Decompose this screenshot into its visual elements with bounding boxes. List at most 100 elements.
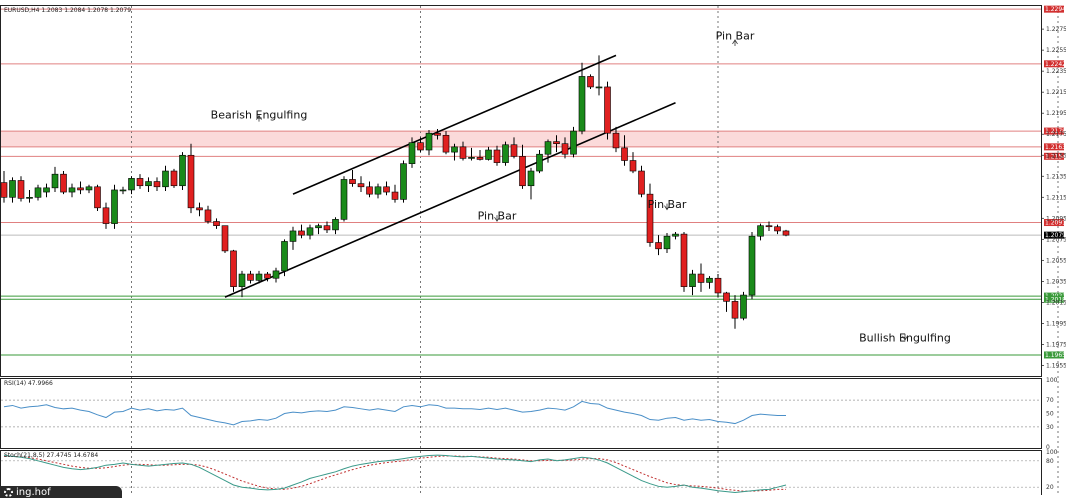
y-tick-label: 1.2255 bbox=[1046, 47, 1066, 54]
candle-body bbox=[672, 233, 679, 237]
bear-candle bbox=[136, 174, 144, 189]
bull-candle bbox=[9, 177, 16, 203]
candle-body bbox=[374, 186, 382, 195]
candle-body bbox=[162, 170, 169, 188]
candle-body bbox=[391, 191, 399, 200]
candle-body bbox=[425, 132, 433, 151]
candle-body bbox=[332, 219, 339, 231]
bear-candle bbox=[561, 137, 569, 159]
candles[interactable] bbox=[0, 55, 790, 329]
candle-body bbox=[510, 144, 518, 157]
bear-candle bbox=[714, 274, 722, 298]
price-tag-label: 1.1965 bbox=[1045, 352, 1066, 359]
candle-body bbox=[723, 292, 730, 302]
bear-candle bbox=[621, 135, 628, 166]
bear-candle bbox=[349, 169, 356, 187]
bear-candle bbox=[655, 235, 662, 256]
bear-candle bbox=[0, 171, 8, 203]
bear-candle bbox=[417, 137, 424, 153]
candle-body bbox=[9, 180, 16, 198]
candle-body bbox=[128, 178, 135, 191]
bull-candle bbox=[340, 176, 348, 222]
y-tick-label: 1.2095 bbox=[1046, 215, 1066, 222]
price-tag-label: 1.2154 bbox=[1045, 153, 1066, 160]
candle-body bbox=[204, 209, 212, 222]
bull-candle bbox=[128, 176, 135, 195]
candle-body bbox=[298, 230, 305, 236]
bear-candle bbox=[77, 181, 84, 195]
candle-body bbox=[102, 207, 110, 224]
price-tag bbox=[1044, 231, 1064, 239]
stoch-tick-label: 20 bbox=[1046, 484, 1054, 491]
trendline bbox=[292, 54, 617, 195]
candle-body bbox=[400, 163, 407, 200]
arrow-up-icon bbox=[256, 114, 262, 122]
candle-body bbox=[612, 132, 620, 149]
candle-body bbox=[85, 186, 93, 191]
arrow-down-icon bbox=[902, 333, 908, 341]
candle-body bbox=[383, 186, 390, 193]
candle-body bbox=[740, 294, 747, 319]
y-tick-label: 1.1975 bbox=[1046, 341, 1066, 348]
stoch-tick-label: 80 bbox=[1046, 458, 1054, 465]
bull-candle bbox=[289, 226, 297, 250]
candle-body bbox=[468, 157, 475, 159]
bear-candle bbox=[187, 143, 195, 214]
candle-body bbox=[502, 144, 509, 163]
candle-body bbox=[629, 160, 637, 172]
candle-body bbox=[459, 146, 467, 159]
y-tick-label: 1.1955 bbox=[1046, 362, 1066, 369]
bull-candle bbox=[119, 186, 127, 195]
candle-body bbox=[306, 227, 314, 236]
y-tick-label: 1.2175 bbox=[1046, 131, 1066, 138]
bear-candle bbox=[247, 270, 254, 284]
price-tag-label: 1.2163 bbox=[1045, 144, 1066, 151]
candle-body bbox=[340, 179, 348, 220]
price-tag bbox=[1044, 295, 1064, 303]
candle-body bbox=[196, 207, 203, 211]
bear-candle bbox=[638, 165, 645, 198]
bull-candle bbox=[595, 55, 603, 96]
candle-body bbox=[587, 76, 594, 88]
y-tick-label: 1.2135 bbox=[1046, 173, 1066, 180]
logo-text: ing.hof bbox=[16, 487, 51, 498]
price-tag bbox=[1044, 127, 1064, 135]
candle-body bbox=[255, 273, 263, 281]
bear-candle bbox=[697, 263, 705, 292]
candle-body bbox=[145, 181, 152, 187]
candle-body bbox=[179, 154, 186, 187]
bull-candle bbox=[400, 160, 407, 203]
candle-body bbox=[774, 226, 781, 232]
bear-candle bbox=[680, 231, 688, 292]
candle-body bbox=[264, 273, 271, 279]
candle-body bbox=[595, 86, 603, 89]
price-tag-label: 1.2294 bbox=[1045, 6, 1066, 13]
candle-body bbox=[621, 147, 628, 161]
stoch-main-line bbox=[3, 454, 787, 493]
candle-body bbox=[476, 157, 484, 160]
trendline bbox=[224, 101, 676, 298]
watermark-logo: ing.hof bbox=[0, 486, 122, 498]
candle-body bbox=[17, 180, 25, 199]
bear-candle bbox=[170, 168, 178, 188]
rsi-tick-label: 30 bbox=[1046, 424, 1054, 431]
candle-body bbox=[136, 178, 144, 187]
candle-body bbox=[536, 153, 543, 172]
bull-candle bbox=[468, 147, 475, 161]
bull-candle bbox=[162, 165, 169, 191]
bull-candle bbox=[255, 270, 263, 284]
candle-body bbox=[544, 141, 552, 155]
rsi-tick-label: 100 bbox=[1046, 377, 1058, 384]
candle-body bbox=[213, 221, 220, 226]
candle-body bbox=[119, 189, 127, 192]
bear-candle bbox=[782, 229, 790, 237]
bear-candle bbox=[646, 183, 654, 247]
bull-candle bbox=[51, 166, 59, 193]
bear-candle bbox=[366, 181, 373, 198]
bull-candle bbox=[43, 183, 50, 198]
candle-body bbox=[527, 170, 535, 187]
price-tag bbox=[1044, 219, 1064, 227]
candle-body bbox=[0, 182, 8, 198]
